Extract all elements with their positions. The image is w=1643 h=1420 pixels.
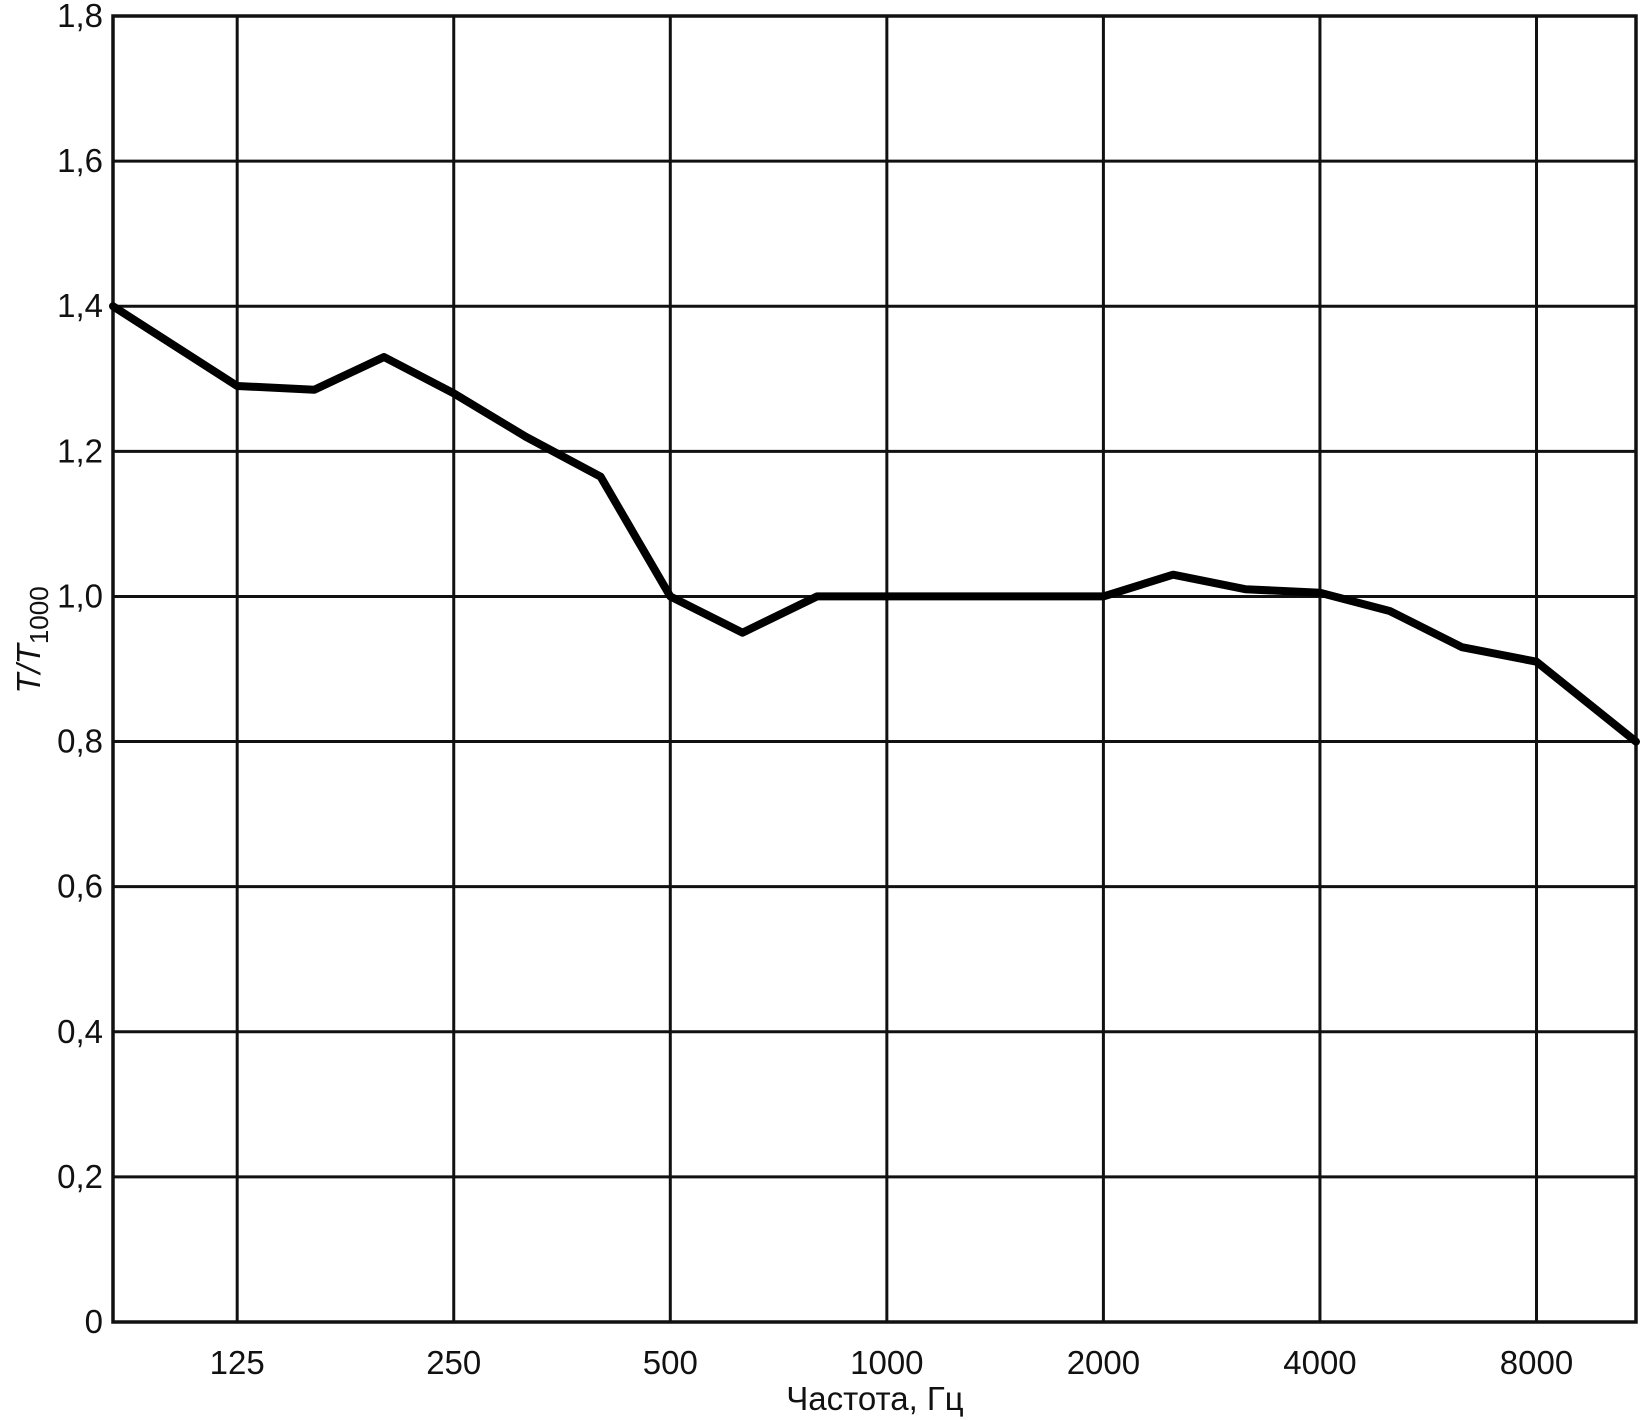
x-tick-label-2000: 2000 (1067, 1344, 1140, 1381)
y-tick-label-7: 1,4 (57, 287, 103, 324)
y-tick-label-2: 0,4 (57, 1013, 103, 1050)
y-axis-title-main: T/T (10, 641, 47, 693)
x-tick-label-4000: 4000 (1283, 1344, 1356, 1381)
y-tick-label-4: 0,8 (57, 723, 103, 760)
x-axis-title: Частота, Гц (786, 1380, 964, 1417)
x-tick-label-8000: 8000 (1500, 1344, 1573, 1381)
y-tick-labels: 0 0,2 0,4 0,6 0,8 1,0 1,2 1,4 1,6 1,8 (57, 0, 103, 1340)
y-tick-label-6: 1,2 (57, 432, 103, 469)
x-tick-label-250: 250 (426, 1344, 481, 1381)
y-tick-label-3: 0,6 (57, 868, 103, 905)
x-tick-label-500: 500 (643, 1344, 698, 1381)
y-tick-label-1: 0,2 (57, 1158, 103, 1195)
x-tick-label-125: 125 (210, 1344, 265, 1381)
vertical-gridlines (235, 16, 1539, 1322)
y-tick-label-5: 1,0 (57, 577, 103, 614)
series-line-0 (109, 302, 1640, 746)
x-tick-labels: 125 250 500 1000 2000 4000 8000 (210, 1344, 1574, 1381)
y-tick-label-9: 1,8 (57, 0, 103, 34)
series-group (109, 302, 1640, 746)
x-tick-label-1000: 1000 (850, 1344, 923, 1381)
y-axis-title: T/T1000 (10, 586, 54, 693)
plot-frame (111, 14, 1638, 1324)
horizontal-gridlines (113, 159, 1636, 1179)
y-axis-title-subscript: 1000 (24, 586, 54, 644)
y-tick-label-8: 1,6 (57, 142, 103, 179)
y-tick-label-0: 0 (85, 1303, 103, 1340)
